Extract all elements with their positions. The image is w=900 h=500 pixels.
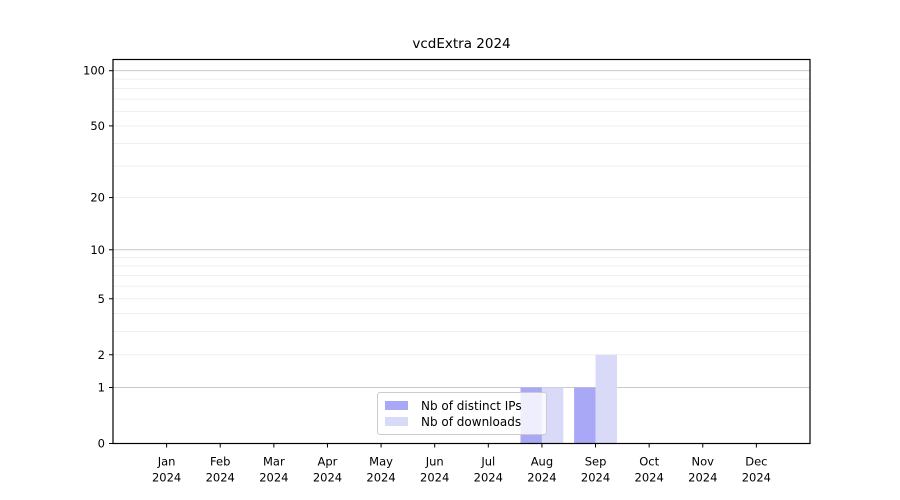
x-tick-label-year: 2024 xyxy=(206,471,235,485)
y-tick-label: 100 xyxy=(83,64,105,78)
x-tick-label-month: Feb xyxy=(210,455,230,469)
legend-label-downloads: Nb of downloads xyxy=(421,414,522,429)
bar-aug-series1 xyxy=(541,387,564,444)
x-tick-label-month: Mar xyxy=(263,455,285,469)
y-tick-label: 20 xyxy=(90,191,105,205)
x-tick-label-year: 2024 xyxy=(152,471,181,485)
x-tick-label-year: 2024 xyxy=(313,471,342,485)
x-tick-label-year: 2024 xyxy=(420,471,449,485)
x-tick-label-year: 2024 xyxy=(527,471,556,485)
x-tick-label-month: Sep xyxy=(585,455,607,469)
legend-item-distinct-ips: Nb of distinct IPs xyxy=(385,400,546,412)
x-tick-label-year: 2024 xyxy=(259,471,288,485)
x-tick-label-month: Dec xyxy=(745,455,767,469)
x-tick-label-month: Nov xyxy=(692,455,715,469)
bar-sep-series1 xyxy=(595,354,617,444)
legend-item-downloads: Nb of downloads xyxy=(385,416,546,428)
x-tick-label-month: Jun xyxy=(425,455,444,469)
chart-title: vcdExtra 2024 xyxy=(412,36,511,52)
x-tick-label-month: Apr xyxy=(318,455,338,469)
x-tick-label-month: Jul xyxy=(480,455,495,469)
x-tick-label-month: Aug xyxy=(531,455,553,469)
x-tick-label-month: May xyxy=(369,455,393,469)
y-tick-label: 10 xyxy=(90,243,105,257)
x-tick-label-month: Jan xyxy=(157,455,176,469)
legend: Nb of distinct IPs Nb of downloads xyxy=(377,392,547,435)
x-tick-label-year: 2024 xyxy=(635,471,664,485)
legend-label-distinct-ips: Nb of distinct IPs xyxy=(421,398,522,413)
x-tick-label-year: 2024 xyxy=(474,471,503,485)
legend-swatch-downloads xyxy=(385,417,408,426)
y-tick-label: 5 xyxy=(98,292,105,306)
y-tick-label: 50 xyxy=(90,119,105,133)
bar-sep-series0 xyxy=(574,387,596,444)
x-tick-label-year: 2024 xyxy=(742,471,771,485)
y-tick-label: 0 xyxy=(98,437,105,451)
y-tick-label: 2 xyxy=(98,348,105,362)
x-tick-label-year: 2024 xyxy=(366,471,395,485)
x-tick-label-year: 2024 xyxy=(581,471,610,485)
legend-swatch-distinct-ips xyxy=(385,401,408,410)
y-tick-label: 1 xyxy=(98,381,105,395)
x-tick-label-month: Oct xyxy=(639,455,659,469)
x-tick-label-year: 2024 xyxy=(688,471,717,485)
plot-border xyxy=(112,58,811,445)
